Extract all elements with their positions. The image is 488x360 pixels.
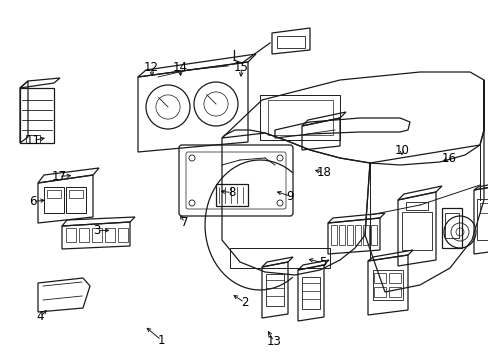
Bar <box>118 228 128 242</box>
Text: 4: 4 <box>36 310 44 323</box>
Bar <box>265 274 284 306</box>
Text: 15: 15 <box>234 61 248 74</box>
Bar <box>330 225 336 245</box>
Bar <box>388 287 400 297</box>
Bar <box>79 228 89 242</box>
Bar <box>476 199 488 240</box>
Bar <box>441 208 461 248</box>
Text: 13: 13 <box>266 335 281 348</box>
Bar <box>373 273 385 283</box>
Bar <box>66 228 76 242</box>
Bar <box>346 225 352 245</box>
Text: 3: 3 <box>93 224 101 237</box>
Bar <box>105 228 115 242</box>
Bar <box>444 213 458 238</box>
Bar <box>276 36 305 48</box>
Text: 8: 8 <box>227 186 235 199</box>
Text: 7: 7 <box>181 216 188 229</box>
Text: 18: 18 <box>316 166 330 179</box>
Bar <box>267 100 332 135</box>
Text: 16: 16 <box>441 152 455 165</box>
Text: 6: 6 <box>29 195 37 208</box>
Bar <box>47 190 61 198</box>
Bar <box>370 225 376 245</box>
Text: 9: 9 <box>286 190 294 203</box>
Text: 17: 17 <box>51 170 66 183</box>
Bar <box>20 88 54 143</box>
Text: 2: 2 <box>240 296 248 309</box>
Bar <box>92 228 102 242</box>
Text: 1: 1 <box>157 334 165 347</box>
Bar <box>388 273 400 283</box>
Bar <box>302 277 319 309</box>
Bar <box>229 248 329 268</box>
Bar <box>405 202 427 210</box>
Bar <box>66 187 86 213</box>
Bar <box>216 184 247 206</box>
Text: 14: 14 <box>172 61 187 74</box>
Bar <box>401 212 431 250</box>
Bar <box>354 225 360 245</box>
Bar <box>69 190 83 198</box>
Text: 5: 5 <box>318 256 326 269</box>
Text: 12: 12 <box>144 61 159 74</box>
Bar <box>338 225 345 245</box>
Bar <box>44 187 64 213</box>
Bar <box>260 95 339 140</box>
Text: 10: 10 <box>394 144 408 157</box>
Bar <box>373 287 385 297</box>
Bar <box>362 225 368 245</box>
Bar <box>479 203 488 213</box>
Text: 11: 11 <box>26 134 41 147</box>
Bar <box>26 135 40 143</box>
Bar <box>372 270 402 300</box>
